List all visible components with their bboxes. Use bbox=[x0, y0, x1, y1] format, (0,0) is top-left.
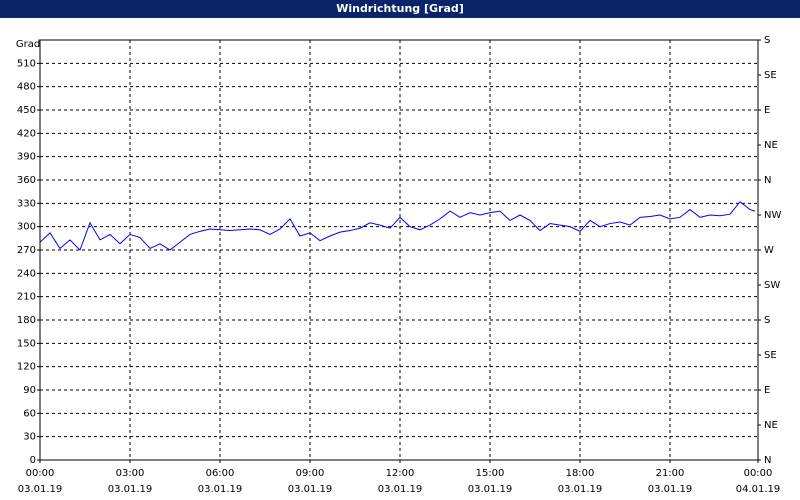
x-tick-date: 04.01.19 bbox=[736, 484, 781, 495]
x-tick-label: 03:00 bbox=[116, 468, 145, 479]
y-tick-label: 510 bbox=[17, 58, 36, 69]
y-tick-label: 270 bbox=[17, 245, 36, 256]
y-tick-label: 150 bbox=[17, 338, 36, 349]
x-tick-date: 03.01.19 bbox=[558, 484, 603, 495]
chart-title: Windrichtung [Grad] bbox=[336, 2, 464, 15]
x-tick-label: 18:00 bbox=[566, 468, 595, 479]
y-tick-label: 300 bbox=[17, 222, 36, 233]
y-tick-label: 480 bbox=[17, 82, 36, 93]
x-tick-label: 09:00 bbox=[296, 468, 325, 479]
y-tick-label: 180 bbox=[17, 315, 36, 326]
x-tick-label: 15:00 bbox=[476, 468, 505, 479]
y2-tick-label: NE bbox=[764, 140, 778, 151]
y-axis-label: Grad bbox=[16, 39, 40, 50]
y-tick-label: 330 bbox=[17, 198, 36, 209]
y-tick-label: 30 bbox=[23, 432, 36, 443]
x-tick-date: 03.01.19 bbox=[198, 484, 243, 495]
x-tick-label: 06:00 bbox=[206, 468, 235, 479]
x-tick-date: 03.01.19 bbox=[108, 484, 153, 495]
y-tick-label: 120 bbox=[17, 362, 36, 373]
x-tick-date: 03.01.19 bbox=[468, 484, 513, 495]
x-tick-label: 00:00 bbox=[744, 468, 773, 479]
y2-tick-label: NE bbox=[764, 420, 778, 431]
y-tick-label: 210 bbox=[17, 292, 36, 303]
x-tick-label: 12:00 bbox=[386, 468, 415, 479]
y-tick-label: 240 bbox=[17, 268, 36, 279]
y-tick-label: 90 bbox=[23, 385, 36, 396]
y2-tick-label: E bbox=[764, 385, 770, 396]
y2-tick-label: SW bbox=[764, 280, 780, 291]
y2-tick-label: W bbox=[764, 245, 774, 256]
plot-frame bbox=[39, 39, 759, 461]
y2-tick-label: E bbox=[764, 105, 770, 116]
title-bar bbox=[0, 0, 800, 18]
x-tick-date: 03.01.19 bbox=[18, 484, 63, 495]
y-tick-label: 450 bbox=[17, 105, 36, 116]
x-tick-date: 03.01.19 bbox=[288, 484, 333, 495]
x-tick-label: 00:00 bbox=[26, 468, 55, 479]
y-tick-label: 390 bbox=[17, 152, 36, 163]
x-tick-date: 03.01.19 bbox=[648, 484, 693, 495]
y2-tick-label: N bbox=[764, 455, 771, 466]
data-line bbox=[39, 201, 756, 251]
y2-tick-label: SE bbox=[764, 350, 777, 361]
y2-tick-label: NW bbox=[764, 210, 781, 221]
y-tick-label: 360 bbox=[17, 175, 36, 186]
y2-tick-label: S bbox=[764, 35, 770, 46]
y2-tick-label: S bbox=[764, 315, 770, 326]
y2-tick-label: N bbox=[764, 175, 771, 186]
y2-tick-label: SE bbox=[764, 70, 777, 81]
x-tick-date: 03.01.19 bbox=[378, 484, 423, 495]
y-tick-label: 420 bbox=[17, 128, 36, 139]
y-tick-label: 0 bbox=[30, 455, 36, 466]
y-tick-label: 60 bbox=[23, 408, 36, 419]
x-tick-label: 21:00 bbox=[656, 468, 685, 479]
